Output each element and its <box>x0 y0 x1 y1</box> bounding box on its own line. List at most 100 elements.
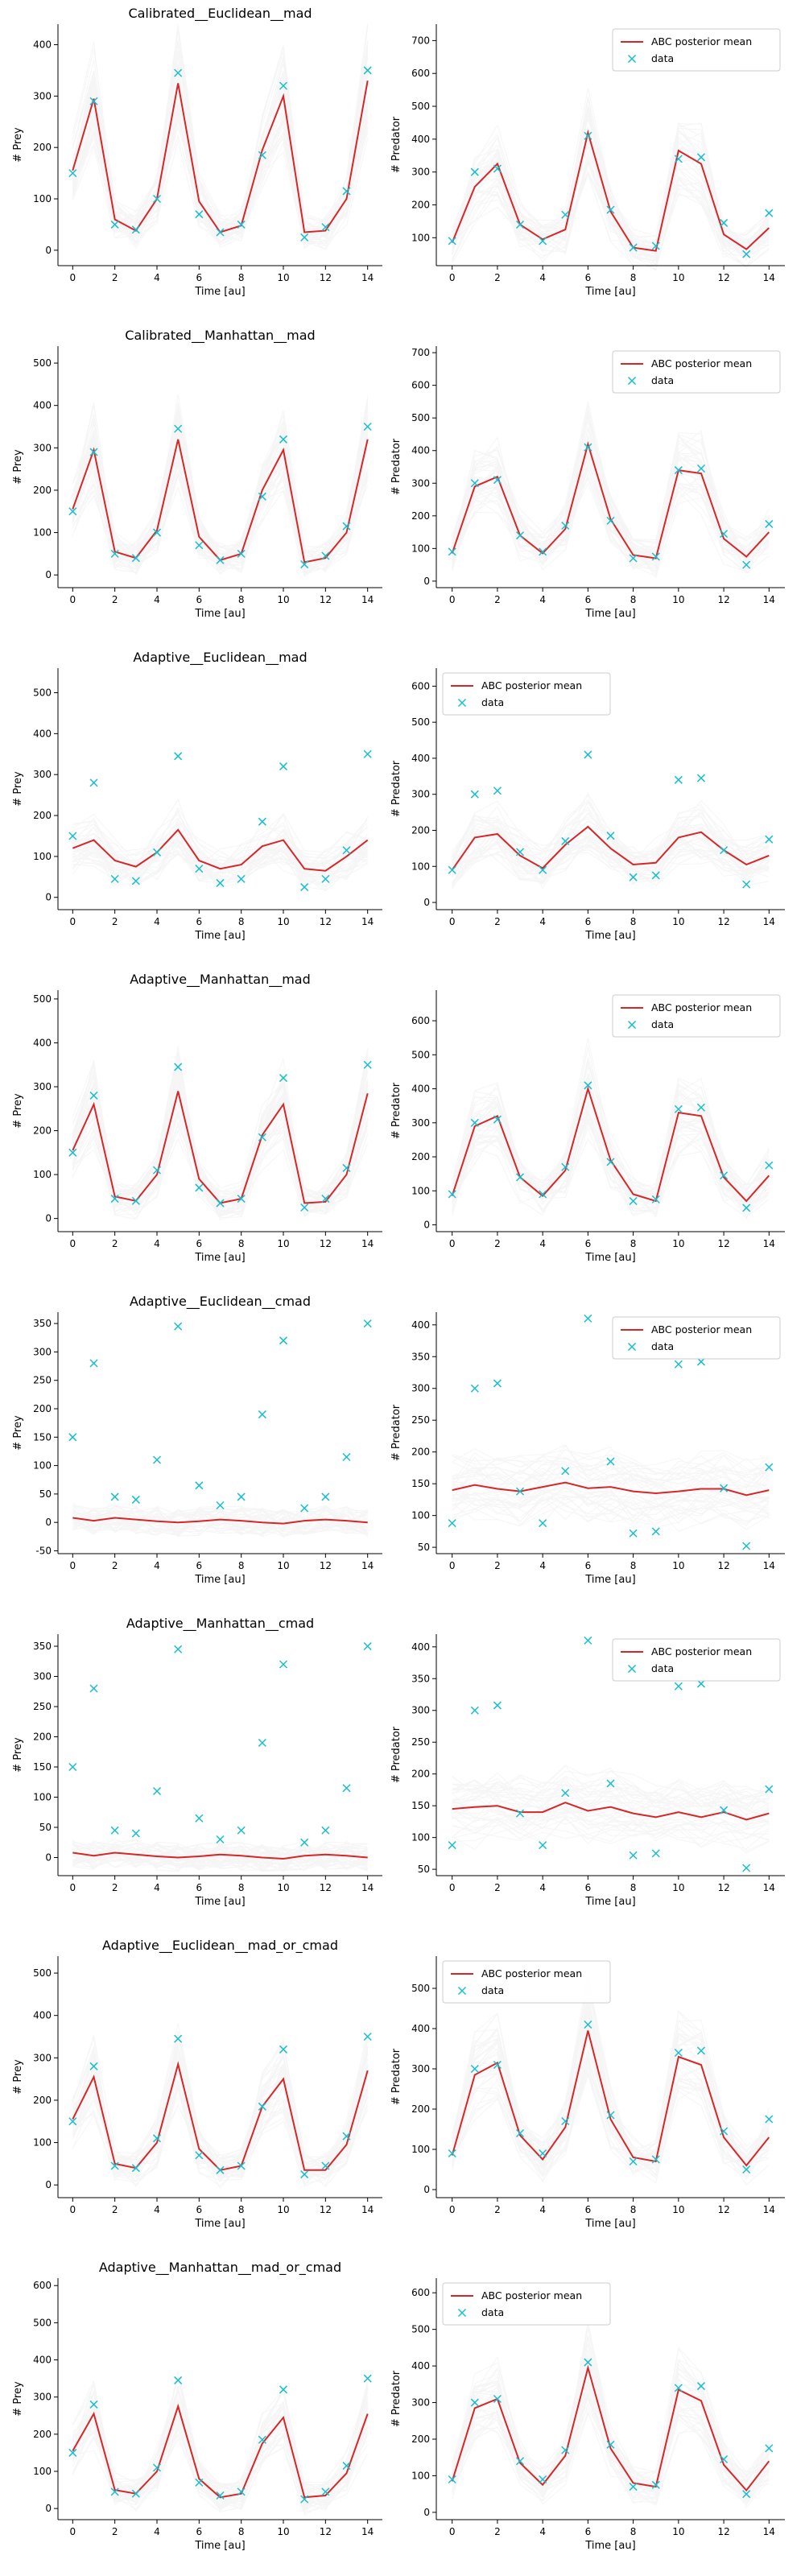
x-tick-label: 6 <box>585 2526 592 2537</box>
x-tick-label: 8 <box>238 2526 245 2537</box>
data-point <box>629 1851 638 1860</box>
data-point <box>696 153 705 162</box>
trajectory-line <box>452 163 770 262</box>
data-marker-stroke <box>448 237 456 246</box>
data-point <box>174 68 183 77</box>
x-tick-label: 4 <box>154 1882 160 1893</box>
x-tick-label: 14 <box>361 916 374 927</box>
trajectory-line <box>72 1090 369 1216</box>
x-tick-label: 2 <box>494 916 501 927</box>
posterior-trajectories <box>452 1971 770 2186</box>
data-point <box>606 832 615 840</box>
trajectory-line <box>72 2033 369 2180</box>
data-point <box>539 865 547 874</box>
x-tick-label: 4 <box>154 1238 160 1249</box>
trajectory-line <box>452 1482 770 1519</box>
trajectory-line <box>452 1788 770 1816</box>
trajectory-line <box>72 1505 368 1534</box>
data-marker-stroke <box>216 2491 225 2500</box>
data-marker-stroke <box>448 547 456 556</box>
trajectory-line <box>72 846 369 886</box>
trajectory-line <box>72 823 368 877</box>
panel-10: 50 100 150 200 250 300 350 400 0 2 4 6 8 10 12 14 Time [… <box>390 1312 785 1586</box>
data-point <box>629 554 638 563</box>
data-point <box>470 1118 479 1127</box>
x-axis-label: Time [au] <box>194 1896 245 1908</box>
trajectory-line <box>452 114 770 253</box>
trajectory-line <box>72 840 368 891</box>
data-point <box>674 1104 683 1113</box>
data-marker-stroke <box>561 1789 570 1798</box>
data-point <box>674 2048 683 2058</box>
data-point <box>216 555 225 564</box>
data-marker-stroke <box>765 2444 774 2453</box>
trajectory-line <box>72 1091 369 1206</box>
posterior-mean-line <box>72 2403 369 2499</box>
trajectory-line <box>72 827 368 886</box>
data-marker-stroke <box>584 131 592 140</box>
trajectory-line <box>452 824 770 878</box>
trajectory-line <box>452 452 770 571</box>
trajectory-line <box>72 66 369 246</box>
x-axis-label: Time [au] <box>194 2540 245 2552</box>
data-point <box>493 1115 502 1124</box>
trajectory-line <box>452 1137 770 1216</box>
x-tick-label: 2 <box>112 2526 118 2537</box>
y-tick-label: 400 <box>33 1037 52 1048</box>
y-tick-label: 700 <box>411 347 430 358</box>
trajectory-line <box>72 421 369 569</box>
data-point <box>321 1826 330 1835</box>
data-point <box>363 1060 372 1069</box>
data-marker-stroke <box>696 1357 705 1366</box>
y-axis-label: # Prey <box>12 2059 24 2095</box>
trajectory-line <box>72 45 369 236</box>
y-tick-label: 200 <box>411 510 430 522</box>
posterior-mean-line <box>72 1852 368 1860</box>
trajectory-line <box>72 68 369 243</box>
trajectory-line <box>72 2090 369 2187</box>
x-tick-label: 6 <box>196 1238 203 1249</box>
data-marker-stroke <box>720 1484 729 1492</box>
trajectory-line <box>452 828 770 875</box>
data-point <box>300 883 309 892</box>
trajectory-line <box>452 1494 770 1526</box>
data-marker-stroke <box>258 2102 266 2111</box>
data-point <box>89 97 98 105</box>
data-marker-stroke <box>300 1504 309 1513</box>
x-tick-label: 8 <box>630 916 637 927</box>
data-point <box>674 1682 683 1690</box>
x-tick-label: 0 <box>449 272 456 283</box>
data-marker-stroke <box>561 521 570 530</box>
data-marker-stroke <box>363 2032 372 2041</box>
legend-box <box>442 672 611 716</box>
data-point <box>131 2489 140 2498</box>
trajectory-line <box>452 839 770 886</box>
y-tick-label: 600 <box>33 2280 52 2291</box>
y-tick-label: 200 <box>33 1403 52 1414</box>
posterior-trajectories <box>72 23 369 250</box>
x-tick-label: 6 <box>196 594 203 605</box>
y-tick-label: 150 <box>33 1431 52 1443</box>
data-point <box>68 2117 77 2126</box>
data-point <box>110 1195 119 1203</box>
data-point <box>110 874 119 883</box>
x-tick-label: 6 <box>196 916 203 927</box>
data-marker-stroke <box>195 1183 204 1192</box>
trajectory-line <box>72 2078 369 2175</box>
trajectory-line <box>72 2403 369 2511</box>
x-tick-label: 8 <box>238 1882 245 1893</box>
data-marker-stroke <box>539 237 547 246</box>
panel-5: 0 100 200 300 400 500 0 2 4 6 8 10 12 14 Time [au] # Pr… <box>12 650 382 942</box>
data-point <box>258 1133 266 1141</box>
data-marker-stroke <box>539 2475 547 2484</box>
trajectory-line <box>72 1507 368 1536</box>
data-point <box>131 1196 140 1205</box>
trajectory-line <box>452 1126 770 1218</box>
trajectory-line <box>72 458 369 576</box>
trajectory-line <box>452 799 770 876</box>
trajectory-line <box>452 1444 770 1481</box>
data-point <box>516 1173 525 1182</box>
trajectory-line <box>452 840 770 885</box>
data-marker-stroke <box>629 1529 638 1538</box>
data-marker-stroke <box>674 466 683 475</box>
